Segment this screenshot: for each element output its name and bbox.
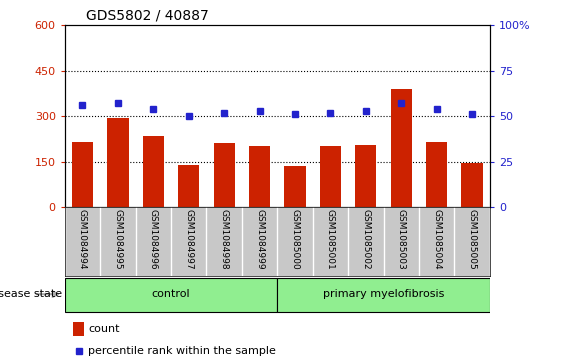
- Bar: [72, 142, 93, 207]
- Bar: [213, 143, 235, 207]
- Text: control: control: [151, 289, 190, 299]
- Bar: [426, 142, 447, 207]
- Text: count: count: [88, 324, 119, 334]
- Text: GDS5802 / 40887: GDS5802 / 40887: [86, 9, 209, 23]
- Text: GSM1084994: GSM1084994: [78, 209, 87, 269]
- Text: GSM1085001: GSM1085001: [326, 209, 335, 270]
- Bar: [355, 145, 377, 207]
- Text: GSM1085004: GSM1085004: [432, 209, 441, 270]
- Text: GSM1084999: GSM1084999: [255, 209, 264, 270]
- Text: GSM1085003: GSM1085003: [397, 209, 406, 270]
- Bar: [284, 166, 306, 207]
- Text: GSM1084995: GSM1084995: [113, 209, 122, 270]
- Bar: [65, 278, 278, 312]
- Bar: [320, 146, 341, 207]
- Text: GSM1084998: GSM1084998: [220, 209, 229, 270]
- Bar: [73, 322, 84, 336]
- Text: disease state: disease state: [0, 289, 62, 299]
- Bar: [142, 136, 164, 207]
- Bar: [107, 118, 128, 207]
- Text: percentile rank within the sample: percentile rank within the sample: [88, 346, 276, 356]
- Bar: [278, 278, 490, 312]
- Bar: [249, 146, 270, 207]
- Bar: [391, 89, 412, 207]
- Text: GSM1085002: GSM1085002: [361, 209, 370, 270]
- Bar: [178, 164, 199, 207]
- Text: GSM1085005: GSM1085005: [468, 209, 477, 270]
- Text: primary myelofibrosis: primary myelofibrosis: [323, 289, 444, 299]
- Text: GSM1084996: GSM1084996: [149, 209, 158, 270]
- Bar: [462, 163, 482, 207]
- Text: GSM1085000: GSM1085000: [291, 209, 300, 270]
- Text: GSM1084997: GSM1084997: [184, 209, 193, 270]
